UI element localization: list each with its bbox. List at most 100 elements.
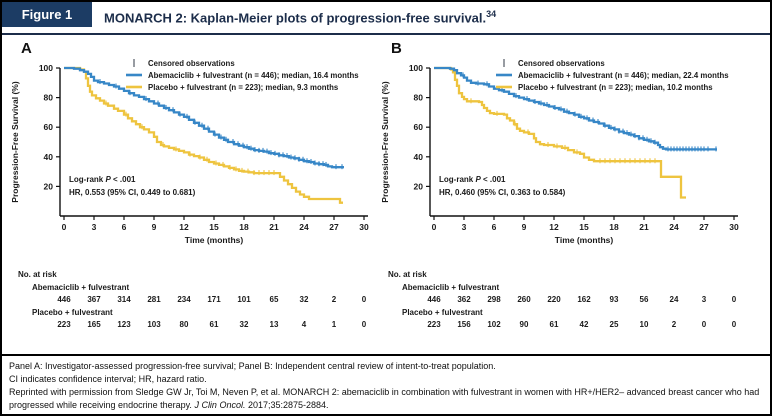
risk-value: 103: [147, 320, 161, 329]
risk-value: 3: [701, 295, 707, 304]
x-tick-label: 30: [729, 222, 739, 232]
risk-value: 61: [549, 320, 559, 329]
panel-b-chart: B 20 40 60 80 100 0 3 6 9 12 15 18 21 24 27 30 Progressio…: [376, 38, 748, 350]
km-curve-placebo: [434, 66, 686, 199]
x-tick-label: 0: [62, 222, 67, 232]
risk-value: 171: [207, 295, 221, 304]
legend-censored-label: Censored observations: [518, 59, 605, 68]
x-tick-label: 9: [522, 222, 527, 232]
risk-value: 32: [239, 320, 249, 329]
journal-name-italic: J Clin Oncol.: [194, 400, 246, 410]
risk-value: 162: [577, 295, 591, 304]
risk-table-title: No. at risk: [388, 270, 427, 279]
km-curve-placebo: [64, 66, 343, 204]
figure-title-reference: 34: [486, 9, 497, 19]
risk-value: 156: [457, 320, 471, 329]
x-tick-label: 21: [269, 222, 279, 232]
legend-censored-label: Censored observations: [148, 59, 235, 68]
y-tick-label: 20: [44, 181, 54, 191]
risk-value: 165: [87, 320, 101, 329]
risk-value: 32: [299, 295, 309, 304]
figure-footnotes: Panel A: Investigator-assessed progressi…: [2, 354, 770, 414]
footnote-abbreviations: CI indicates confidence interval; HR, ha…: [9, 374, 207, 384]
risk-value: 446: [57, 295, 71, 304]
risk-value: 25: [609, 320, 619, 329]
risk-value: 24: [669, 295, 679, 304]
y-tick-label: 80: [44, 93, 54, 103]
panel-b-label: B: [391, 40, 402, 57]
y-tick-label: 40: [414, 152, 424, 162]
risk-value: 367: [87, 295, 101, 304]
figure-title-text: MONARCH 2: Kaplan-Meier plots of progres…: [104, 10, 487, 26]
risk-value: 13: [269, 320, 279, 329]
risk-row-label: Abemaciclib + fulvestrant: [402, 283, 500, 292]
y-tick-label: 80: [414, 93, 424, 103]
legend-label-placebo: Placebo + fulvestrant (n = 223); median,…: [148, 83, 339, 92]
risk-value: 102: [487, 320, 501, 329]
y-axis-title: Progression-Free Survival (%): [380, 81, 390, 203]
y-tick-label: 60: [414, 122, 424, 132]
logrank-annotation: Log-rank P < .001: [69, 175, 136, 184]
risk-value: 0: [361, 295, 367, 304]
footnote-panel-description: Panel A: Investigator-assessed progressi…: [9, 361, 496, 371]
risk-value: 90: [519, 320, 529, 329]
risk-value: 2: [671, 320, 677, 329]
x-tick-label: 3: [462, 222, 467, 232]
x-tick-label: 24: [669, 222, 679, 232]
risk-value: 0: [361, 320, 367, 329]
x-tick-label: 27: [329, 222, 339, 232]
figure-title: MONARCH 2: Kaplan-Meier plots of progres…: [104, 2, 496, 27]
x-tick-label: 27: [699, 222, 709, 232]
risk-value: 260: [517, 295, 531, 304]
risk-value: 123: [117, 320, 131, 329]
x-tick-label: 9: [152, 222, 157, 232]
x-tick-label: 6: [122, 222, 127, 232]
risk-value: 10: [639, 320, 649, 329]
y-axis-title: Progression-Free Survival (%): [10, 81, 20, 203]
x-tick-label: 12: [179, 222, 189, 232]
risk-row-label: Placebo + fulvestrant: [402, 308, 483, 317]
hr-annotation: HR, 0.460 (95% CI, 0.363 to 0.584): [439, 188, 566, 197]
risk-value: 314: [117, 295, 131, 304]
x-tick-label: 18: [609, 222, 619, 232]
risk-value: 1: [331, 320, 337, 329]
x-tick-label: 0: [432, 222, 437, 232]
risk-value: 56: [639, 295, 649, 304]
risk-value: 2: [331, 295, 337, 304]
y-tick-label: 60: [44, 122, 54, 132]
risk-value: 101: [237, 295, 251, 304]
risk-value: 362: [457, 295, 471, 304]
x-tick-label: 18: [239, 222, 249, 232]
y-tick-label: 40: [44, 152, 54, 162]
risk-value: 0: [731, 320, 737, 329]
risk-value: 80: [179, 320, 189, 329]
x-tick-label: 21: [639, 222, 649, 232]
legend-label-abemaciclib: Abemaciclib + fulvestrant (n = 446); med…: [518, 71, 729, 80]
x-axis-title: Time (months): [555, 235, 614, 245]
risk-value: 223: [427, 320, 441, 329]
x-tick-label: 3: [92, 222, 97, 232]
x-axis-title: Time (months): [185, 235, 244, 245]
legend-label-abemaciclib: Abemaciclib + fulvestrant (n = 446); med…: [148, 71, 359, 80]
km-plot-a: 20 40 60 80 100 0 3 6 9 12 15 18 21 24 27 30 Progression…: [10, 59, 369, 245]
risk-value: 298: [487, 295, 501, 304]
risk-table-title: No. at risk: [18, 270, 57, 279]
km-curve-abemaciclib: [434, 66, 717, 151]
header-divider: [2, 33, 770, 35]
risk-value: 220: [547, 295, 561, 304]
footnote-citation: Reprinted with permission from Sledge GW…: [9, 387, 760, 410]
x-tick-label: 30: [359, 222, 369, 232]
x-tick-label: 6: [492, 222, 497, 232]
risk-value: 42: [579, 320, 589, 329]
risk-value: 4: [301, 320, 307, 329]
risk-value: 61: [209, 320, 219, 329]
y-tick-label: 100: [39, 63, 53, 73]
logrank-annotation: Log-rank P < .001: [439, 175, 506, 184]
figure-number-badge: Figure 1: [2, 2, 92, 27]
panel-a-label: A: [21, 40, 32, 57]
risk-value: 446: [427, 295, 441, 304]
km-plot-b: 20 40 60 80 100 0 3 6 9 12 15 18 21 24 27 30 Progression…: [380, 59, 739, 245]
x-tick-label: 15: [209, 222, 219, 232]
x-tick-label: 24: [299, 222, 309, 232]
